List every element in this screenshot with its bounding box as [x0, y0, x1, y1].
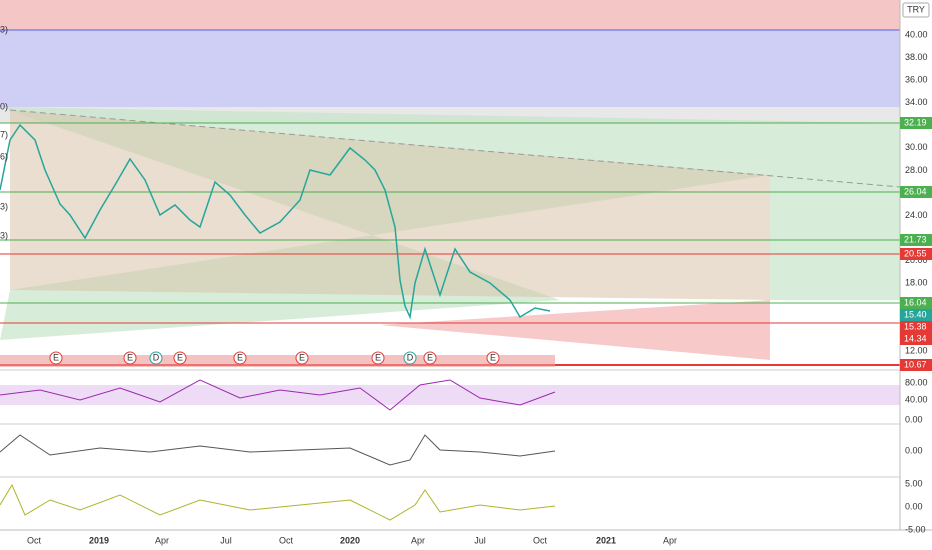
time-tick: Apr: [663, 535, 677, 545]
price-tick: 40.00: [905, 29, 928, 39]
left-label: 6): [0, 151, 8, 161]
zone: [0, 30, 900, 107]
price-badge: 20.55: [900, 248, 932, 260]
price-tick: 28.00: [905, 165, 928, 175]
currency-badge[interactable]: [902, 2, 930, 18]
badge-bg: [900, 309, 932, 321]
badge-bg: [900, 248, 932, 260]
event-marker: [295, 351, 309, 365]
event-label: E: [177, 352, 183, 362]
event-marker: [49, 351, 63, 365]
rsi-line: [0, 379, 556, 411]
badge-label: 14.34: [904, 333, 927, 343]
volume: [0, 355, 555, 367]
rsi-band: [0, 385, 900, 405]
pane-tick: 0.00: [905, 501, 923, 511]
badge-label: 16.04: [904, 297, 927, 307]
event-label: E: [237, 352, 243, 362]
time-tick: Jul: [474, 535, 486, 545]
price-badge: 16.04: [900, 297, 932, 309]
price-badge: 26.04: [900, 186, 932, 198]
price-line: [0, 123, 551, 320]
price-tick: 20.00: [905, 255, 928, 265]
time-tick: Oct: [279, 535, 294, 545]
price-tick: 12.00: [905, 345, 928, 355]
event-marker: [173, 351, 187, 365]
left-label: 0): [0, 101, 8, 111]
event-label: D: [407, 352, 414, 362]
price-tick: 36.00: [905, 75, 928, 85]
event-marker: [486, 351, 500, 365]
price-badge: 14.34: [900, 333, 932, 345]
time-tick: 2021: [596, 535, 616, 545]
pane-tick: 0.00: [905, 414, 923, 424]
badge-bg: [900, 234, 932, 246]
price-badge: 15.40: [900, 309, 932, 321]
left-label: 7): [0, 129, 8, 139]
badge-label: 21.73: [904, 234, 927, 244]
badge-label: 10.67: [904, 359, 927, 369]
pane-tick: -5.00: [905, 524, 926, 534]
pane-tick: 0.00: [905, 445, 923, 455]
event-marker: [423, 351, 437, 365]
price-badge: 21.73: [900, 234, 932, 246]
red-zone: [380, 300, 770, 360]
time-tick: Apr: [411, 535, 425, 545]
badge-label: 32.19: [904, 117, 927, 127]
badge-label: 20.55: [904, 248, 927, 258]
channel: [10, 110, 770, 300]
time-tick: Jul: [220, 535, 232, 545]
macd-line: [0, 434, 556, 466]
left-label: 3): [0, 24, 8, 34]
badge-bg: [900, 359, 932, 371]
price-tick: 30.00: [905, 142, 928, 152]
pane-tick: 80.00: [905, 377, 928, 387]
oscillator-line: [0, 483, 556, 521]
event-label: E: [127, 352, 133, 362]
trend-line: [9, 109, 901, 188]
pane-tick: 40.00: [905, 394, 928, 404]
price-tick: 18.00: [905, 278, 928, 288]
badge-bg: [900, 117, 932, 129]
time-tick: Oct: [533, 535, 548, 545]
event-label: E: [299, 352, 305, 362]
event-label: E: [490, 352, 496, 362]
price-badge: 32.19: [900, 117, 932, 129]
badge-label: 15.38: [904, 321, 927, 331]
currency: TRY: [907, 4, 925, 14]
event-marker: [149, 351, 163, 365]
price-tick: 34.00: [905, 97, 928, 107]
event-label: E: [427, 352, 433, 362]
event-label: E: [53, 352, 59, 362]
left-label: 3): [0, 201, 8, 211]
time-tick: 2019: [89, 535, 109, 545]
price-badge: 15.38: [900, 321, 932, 333]
event-marker: [371, 351, 385, 365]
badge-bg: [900, 321, 932, 333]
zone: [0, 0, 900, 30]
badge-bg: [900, 333, 932, 345]
price-tick: 38.00: [905, 52, 928, 62]
pane-tick: 5.00: [905, 478, 923, 488]
event-label: D: [153, 352, 160, 362]
badge-bg: [900, 186, 932, 198]
time-tick: 2020: [340, 535, 360, 545]
event-marker: [403, 351, 417, 365]
badge-label: 26.04: [904, 186, 927, 196]
badge-bg: [900, 297, 932, 309]
price-badge: 10.67: [900, 359, 932, 371]
event-marker: [233, 351, 247, 365]
time-tick: Apr: [155, 535, 169, 545]
price-tick: 24.00: [905, 210, 928, 220]
event-marker: [123, 351, 137, 365]
time-tick: Oct: [27, 535, 42, 545]
event-label: E: [375, 352, 381, 362]
badge-label: 15.40: [904, 309, 927, 319]
left-label: 3): [0, 230, 8, 240]
